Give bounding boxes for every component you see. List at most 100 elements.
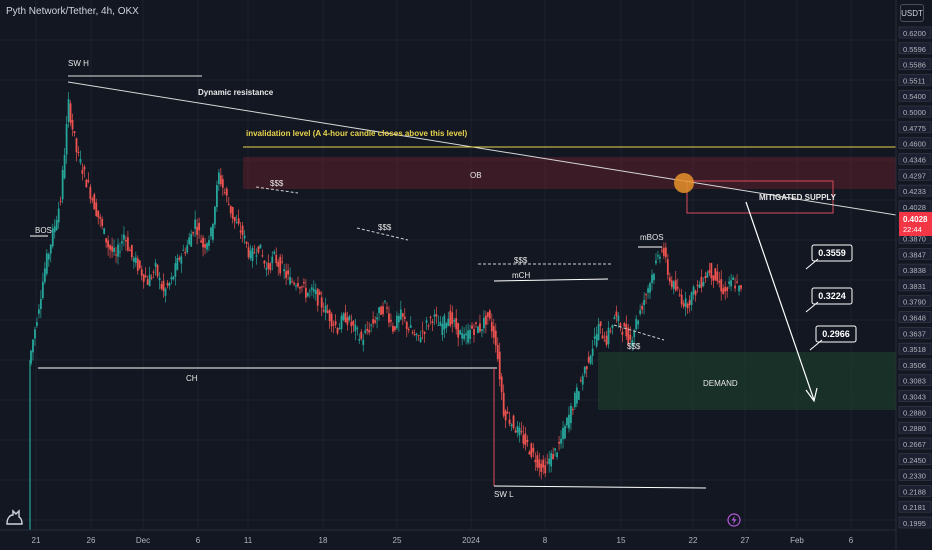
candle-body	[386, 307, 388, 309]
annotation-label: MITIGATED SUPPLY	[759, 193, 837, 202]
candle-body	[564, 426, 566, 439]
candle-body	[160, 284, 163, 289]
annotation-label: OB	[470, 171, 482, 180]
price-axis-label: 0.4297	[903, 171, 926, 180]
price-axis-tag	[898, 374, 932, 387]
tradingview-logo-icon[interactable]	[4, 506, 26, 528]
price-axis-label: 0.2667	[903, 440, 926, 449]
candle-body	[666, 259, 669, 275]
candle-body	[168, 282, 171, 286]
candle-body	[712, 275, 715, 281]
candle-body	[364, 330, 367, 333]
candle-body	[210, 227, 212, 237]
candle-body	[281, 261, 284, 263]
candle-body	[407, 328, 410, 331]
candle-body	[32, 339, 34, 353]
candle-body	[467, 330, 469, 343]
candle-body	[235, 222, 238, 224]
countdown-label: 22:44	[903, 225, 922, 234]
annotation-label: $$$	[270, 179, 284, 188]
candle-body	[415, 333, 418, 335]
candle-body	[121, 241, 123, 244]
price-axis-tag	[898, 200, 932, 213]
candle-body	[664, 247, 667, 258]
target-box	[815, 325, 857, 343]
price-axis-tag	[898, 390, 932, 402]
price-axis-label: 0.6200	[903, 29, 926, 38]
candle-body	[496, 344, 499, 360]
candle-body	[465, 333, 467, 336]
candle-body	[306, 292, 309, 297]
candle-body	[142, 274, 145, 282]
candle-body	[293, 282, 295, 285]
candle-body	[609, 330, 612, 332]
candle-body	[93, 194, 96, 210]
target-box	[811, 244, 853, 262]
candle-body	[510, 424, 513, 427]
candle-body	[599, 321, 602, 326]
price-axis-label: 0.1995	[903, 519, 926, 528]
candle-body	[552, 454, 555, 460]
candle-body	[154, 262, 157, 267]
candle-body	[103, 228, 106, 234]
candle-body	[558, 441, 560, 444]
candle-body	[645, 294, 647, 296]
candle-body	[269, 263, 272, 271]
candle-body	[374, 320, 377, 323]
price-axis-tag	[898, 168, 932, 181]
candle-body	[453, 320, 456, 322]
candle-body	[702, 282, 705, 286]
candle-body	[105, 238, 108, 243]
target-pointer	[809, 339, 823, 351]
liquidity-line	[356, 227, 409, 241]
candle-body	[156, 264, 159, 277]
candle-body	[678, 294, 681, 296]
candle-body	[354, 324, 357, 332]
candle-body	[684, 298, 687, 307]
candle-body	[186, 245, 189, 253]
candle-body	[455, 318, 458, 330]
candle-body	[732, 277, 734, 281]
candle-body	[433, 314, 436, 317]
candle-body	[38, 309, 40, 314]
candle-body	[295, 285, 297, 287]
candle-body	[486, 312, 489, 317]
candle-body	[631, 340, 634, 346]
target-label: 0.2966	[822, 329, 850, 339]
time-axis-label: 22	[689, 536, 698, 545]
price-axis-tag	[898, 58, 932, 70]
price-axis-label: 0.3506	[903, 361, 926, 370]
annotation-label: $$$	[514, 256, 528, 265]
candle-body	[655, 260, 657, 264]
candle-body	[134, 257, 137, 264]
candle-body	[431, 321, 434, 324]
price-axis-label: 0.2880	[903, 408, 926, 417]
currency-selector[interactable]: USDT	[900, 4, 924, 22]
candle-body	[690, 292, 693, 305]
candle-body	[484, 315, 487, 325]
candle-body	[649, 283, 651, 293]
candle-body	[728, 281, 731, 284]
candle-body	[55, 220, 58, 231]
annotation-label: BOS	[35, 226, 52, 235]
candle-body	[572, 409, 574, 411]
candle-body	[722, 288, 725, 295]
candle-body	[445, 323, 448, 329]
candle-body	[716, 271, 719, 282]
candle-body	[324, 305, 327, 313]
candle-body	[639, 310, 642, 314]
price-axis-label: 0.2188	[903, 487, 926, 496]
candle-body	[140, 269, 143, 276]
target-label: 0.3224	[818, 291, 846, 301]
candle-body	[326, 310, 329, 313]
candle-body	[382, 306, 384, 315]
candle-body	[566, 417, 568, 426]
candle-body	[350, 321, 353, 327]
candle-body	[59, 200, 62, 202]
candle-body	[342, 313, 345, 320]
candle-body	[494, 330, 497, 346]
candle-body	[724, 286, 727, 292]
lightning-event-icon[interactable]	[727, 513, 741, 527]
candle-body	[196, 226, 199, 235]
